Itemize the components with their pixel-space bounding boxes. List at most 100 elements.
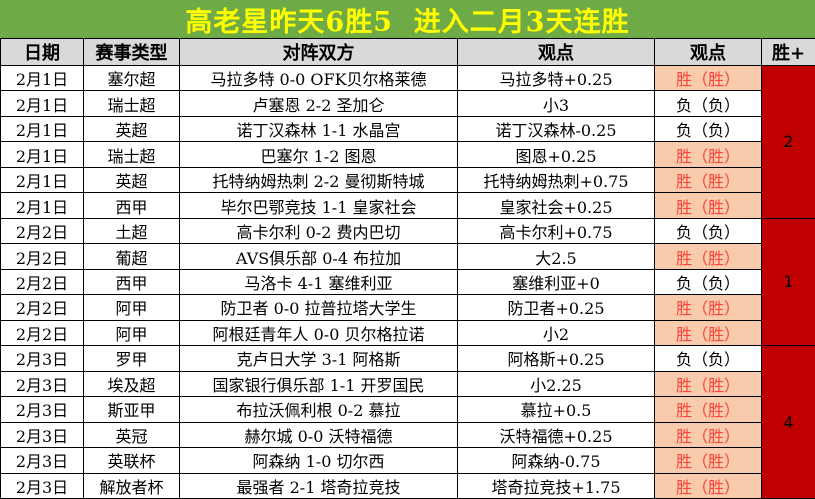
table-row: 2月3日 英冠 赫尔城 0-0 沃特福德 沃特福德+0.25 胜（胜） xyxy=(0,421,815,449)
header-row: 日期 赛事类型 对阵双方 观点 观点 胜+ xyxy=(0,38,815,66)
result-cell: 胜（胜） xyxy=(654,447,762,474)
win-streak-cell: 1 xyxy=(761,217,815,347)
date-cell: 2月1日 xyxy=(0,90,84,117)
date-cell: 2月2日 xyxy=(0,268,84,296)
match-cell: 卢塞恩 2-2 圣加仑 xyxy=(179,90,458,117)
match-cell: 毕尔巴鄂竞技 1-1 皇家社会 xyxy=(179,192,458,219)
league-cell: 罗甲 xyxy=(83,345,180,372)
date-cell: 2月1日 xyxy=(0,141,84,168)
table-row: 2月2日 葡超 AVS俱乐部 0-4 布拉加 大2.5 胜（胜） xyxy=(0,243,815,270)
match-cell: 阿森纳 1-0 切尔西 xyxy=(179,447,458,474)
match-cell: 赫尔城 0-0 沃特福德 xyxy=(179,421,458,449)
pick-cell: 塞维利亚+0 xyxy=(457,268,655,296)
match-cell: 防卫者 0-0 拉普拉塔大学生 xyxy=(179,294,458,321)
result-cell: 负（负） xyxy=(654,345,762,372)
result-cell: 胜（胜） xyxy=(654,64,762,92)
pick-cell: 慕拉+0.5 xyxy=(457,396,655,423)
col-header-league: 赛事类型 xyxy=(83,38,180,66)
result-cell: 胜（胜） xyxy=(654,192,762,219)
match-cell: 布拉沃佩利根 0-2 慕拉 xyxy=(179,396,458,423)
match-cell: 马洛卡 4-1 塞维利亚 xyxy=(179,268,458,296)
title-banner: 高老星昨天6胜5 进入二月3天连胜 xyxy=(0,0,815,38)
table-row: 2月1日 英超 诺丁汉森林 1-1 水晶宫 诺丁汉森林-0.25 负（负） xyxy=(0,115,815,143)
table-row: 2月3日 斯亚甲 布拉沃佩利根 0-2 慕拉 慕拉+0.5 胜（胜） xyxy=(0,396,815,423)
result-cell: 负（负） xyxy=(654,90,762,117)
date-cell: 2月1日 xyxy=(0,192,84,219)
pick-cell: 塔奇拉竞技+1.75 xyxy=(457,472,655,499)
league-cell: 土超 xyxy=(83,217,180,245)
results-tbody: 2月1日 塞尔超 马拉多特 0-0 OFK贝尔格莱德 马拉多特+0.25 胜（胜… xyxy=(0,64,815,499)
pick-cell: 小2.25 xyxy=(457,370,655,398)
win-streak-cell: 4 xyxy=(761,345,815,499)
date-cell: 2月3日 xyxy=(0,421,84,449)
result-cell: 胜（胜） xyxy=(654,141,762,168)
pick-cell: 沃特福德+0.25 xyxy=(457,421,655,449)
table-row: 2月3日 罗甲 克卢日大学 3-1 阿格斯 阿格斯+0.25 负（负） 4 xyxy=(0,345,815,499)
pick-cell: 小3 xyxy=(457,90,655,117)
match-cell: 克卢日大学 3-1 阿格斯 xyxy=(179,345,458,372)
pick-cell: 防卫者+0.25 xyxy=(457,294,655,321)
date-cell: 2月2日 xyxy=(0,217,84,245)
match-cell: 阿根廷青年人 0-0 贝尔格拉诺 xyxy=(179,319,458,347)
pick-cell: 皇家社会+0.25 xyxy=(457,192,655,219)
date-cell: 2月1日 xyxy=(0,64,84,92)
col-header-match: 对阵双方 xyxy=(179,38,458,66)
result-cell: 胜（胜） xyxy=(654,166,762,194)
match-cell: AVS俱乐部 0-4 布拉加 xyxy=(179,243,458,270)
date-cell: 2月3日 xyxy=(0,370,84,398)
league-cell: 西甲 xyxy=(83,192,180,219)
league-cell: 英联杯 xyxy=(83,447,180,474)
pick-cell: 诺丁汉森林-0.25 xyxy=(457,115,655,143)
result-cell: 胜（胜） xyxy=(654,319,762,347)
result-cell: 胜（胜） xyxy=(654,421,762,449)
league-cell: 英冠 xyxy=(83,421,180,449)
title-text: 高老星昨天6胜5 进入二月3天连胜 xyxy=(185,6,630,38)
table-row: 2月2日 西甲 马洛卡 4-1 塞维利亚 塞维利亚+0 负（负） xyxy=(0,268,815,296)
league-cell: 阿甲 xyxy=(83,294,180,321)
match-cell: 最强者 2-1 塔奇拉竞技 xyxy=(179,472,458,499)
league-cell: 埃及超 xyxy=(83,370,180,398)
pick-cell: 图恩+0.25 xyxy=(457,141,655,168)
league-cell: 英超 xyxy=(83,115,180,143)
date-cell: 2月1日 xyxy=(0,115,84,143)
table-row: 2月1日 英超 托特纳姆热刺 2-2 曼彻斯特城 托特纳姆热刺+0.75 胜（胜… xyxy=(0,166,815,194)
pick-cell: 马拉多特+0.25 xyxy=(457,64,655,92)
table-row: 2月1日 瑞士超 巴塞尔 1-2 图恩 图恩+0.25 胜（胜） xyxy=(0,141,815,168)
date-cell: 2月2日 xyxy=(0,319,84,347)
date-cell: 2月3日 xyxy=(0,472,84,499)
table-row: 2月2日 土超 高卡尔利 0-2 费内巴切 高卡尔利+0.75 负（负） 1 xyxy=(0,217,815,347)
match-cell: 马拉多特 0-0 OFK贝尔格莱德 xyxy=(179,64,458,92)
result-cell: 负（负） xyxy=(654,268,762,296)
date-cell: 2月3日 xyxy=(0,345,84,372)
league-cell: 瑞士超 xyxy=(83,90,180,117)
league-cell: 塞尔超 xyxy=(83,64,180,92)
results-table: 日期 赛事类型 对阵双方 观点 观点 胜+ 2月1日 塞尔超 马拉多特 0-0 … xyxy=(0,38,815,499)
col-header-pick: 观点 xyxy=(457,38,655,66)
league-cell: 西甲 xyxy=(83,268,180,296)
result-cell: 胜（胜） xyxy=(654,472,762,499)
result-cell: 负（负） xyxy=(654,115,762,143)
league-cell: 阿甲 xyxy=(83,319,180,347)
match-cell: 巴塞尔 1-2 图恩 xyxy=(179,141,458,168)
date-cell: 2月3日 xyxy=(0,396,84,423)
table-row: 2月3日 英联杯 阿森纳 1-0 切尔西 阿森纳-0.75 胜（胜） xyxy=(0,447,815,474)
table-row: 2月1日 瑞士超 卢塞恩 2-2 圣加仑 小3 负（负） xyxy=(0,90,815,117)
date-cell: 2月2日 xyxy=(0,294,84,321)
table-row: 2月3日 解放者杯 最强者 2-1 塔奇拉竞技 塔奇拉竞技+1.75 胜（胜） xyxy=(0,472,815,499)
league-cell: 瑞士超 xyxy=(83,141,180,168)
pick-cell: 大2.5 xyxy=(457,243,655,270)
pick-cell: 阿森纳-0.75 xyxy=(457,447,655,474)
match-cell: 诺丁汉森林 1-1 水晶宫 xyxy=(179,115,458,143)
date-cell: 2月2日 xyxy=(0,243,84,270)
league-cell: 英超 xyxy=(83,166,180,194)
table-row: 2月2日 阿甲 防卫者 0-0 拉普拉塔大学生 防卫者+0.25 胜（胜） xyxy=(0,294,815,321)
result-cell: 胜（胜） xyxy=(654,370,762,398)
table-row: 2月1日 塞尔超 马拉多特 0-0 OFK贝尔格莱德 马拉多特+0.25 胜（胜… xyxy=(0,64,815,219)
pick-cell: 托特纳姆热刺+0.75 xyxy=(457,166,655,194)
match-cell: 托特纳姆热刺 2-2 曼彻斯特城 xyxy=(179,166,458,194)
win-streak-cell: 2 xyxy=(761,65,815,219)
table-row: 2月2日 阿甲 阿根廷青年人 0-0 贝尔格拉诺 小2 胜（胜） xyxy=(0,319,815,347)
col-header-win-plus: 胜+ xyxy=(761,38,815,66)
result-cell: 胜（胜） xyxy=(654,294,762,321)
result-cell: 胜（胜） xyxy=(654,396,762,423)
